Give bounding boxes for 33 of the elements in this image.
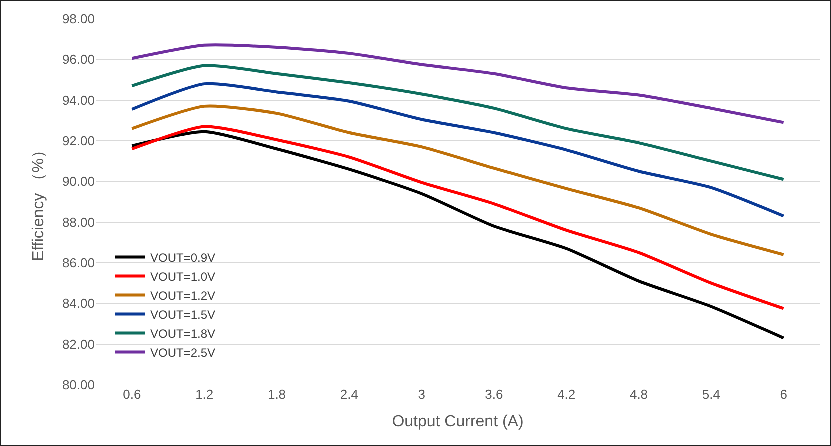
x-tick-label: 4.8 xyxy=(630,387,648,402)
y-tick-label: 86.00 xyxy=(62,256,95,271)
y-tick-label: 84.00 xyxy=(62,296,95,312)
y-tick-label: 96.00 xyxy=(62,52,95,68)
x-tick-label: 4.2 xyxy=(558,387,576,402)
y-tick-label: 92.00 xyxy=(62,134,95,149)
legend-label: VOUT=0.9V xyxy=(150,250,216,265)
x-tick-label: 1.8 xyxy=(268,387,286,402)
legend-label: VOUT=1.0V xyxy=(150,270,216,284)
x-tick-label: 0.6 xyxy=(123,387,142,402)
x-tick-label: 6 xyxy=(780,387,788,402)
x-tick-label: 5.4 xyxy=(702,387,720,402)
x-tick-label: 3.6 xyxy=(485,387,504,402)
line-series xyxy=(130,82,786,218)
y-tick-label: 80.00 xyxy=(62,378,95,393)
legend-label: VOUT=1.5V xyxy=(150,308,216,322)
x-axis-title: Output Current (A) xyxy=(392,414,524,431)
legend-label: VOUT=1.8V xyxy=(150,326,216,341)
legend-label: VOUT=2.5V xyxy=(150,346,216,360)
x-tick-label: 2.4 xyxy=(340,387,358,402)
line-series xyxy=(130,44,786,124)
legend-label: VOUT=1.2V xyxy=(150,288,216,303)
line-series xyxy=(130,130,786,340)
y-axis-title: Efficiency （%） xyxy=(30,142,48,262)
y-tick-label: 94.00 xyxy=(62,92,95,108)
y-tick-label: 82.00 xyxy=(62,336,95,352)
line-series xyxy=(130,125,786,310)
y-tick-label: 90.00 xyxy=(62,174,95,190)
line-series xyxy=(130,64,786,182)
x-tick-label: 1.2 xyxy=(196,387,214,402)
x-tick-label: 3 xyxy=(418,387,426,402)
y-tick-label: 98.00 xyxy=(62,12,95,27)
y-tick-label: 88.00 xyxy=(62,214,95,230)
